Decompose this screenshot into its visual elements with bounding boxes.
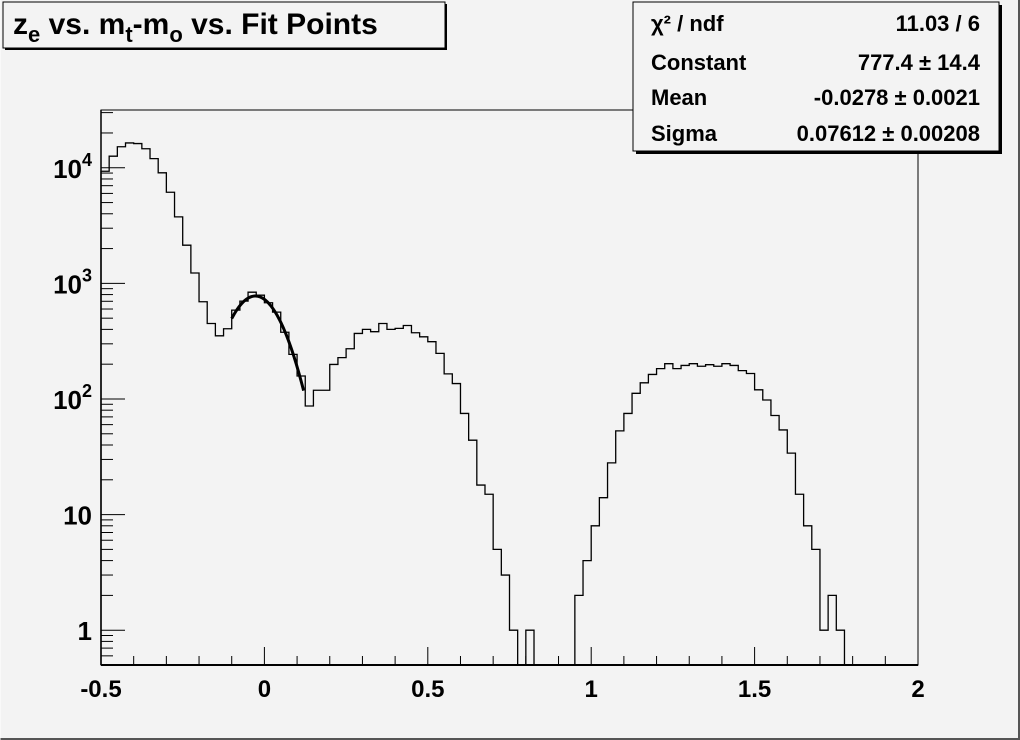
stats-value: 777.4 ± 14.4 (858, 50, 981, 75)
y-tick-label: 10 (63, 501, 92, 531)
title-subscript: t (125, 22, 133, 47)
y-tick-label: 102 (53, 381, 92, 415)
title-subscript: o (169, 22, 182, 47)
y-tick-label: 104 (53, 150, 92, 184)
title-subscript: e (28, 22, 40, 47)
y-tick-label: 103 (53, 265, 92, 299)
title-box: ze vs. mt-mo vs. Fit Points (2, 1, 447, 50)
stats-value: 0.07612 ± 0.00208 (797, 121, 980, 146)
y-tick-base: 10 (63, 501, 92, 531)
x-tick-label: 0.5 (411, 676, 444, 703)
histogram-line (100, 142, 918, 666)
stats-value: -0.0278 ± 0.0021 (814, 85, 980, 110)
title-text: vs. Fit Points (183, 8, 378, 41)
x-tick-label: 1.5 (738, 676, 771, 703)
y-tick-exponent: 4 (82, 150, 92, 170)
stats-box: χ² / ndf 11.03 / 6 Constant 777.4 ± 14.4 Mea… (632, 1, 1002, 154)
x-tick-label: 0 (258, 676, 271, 703)
x-tick-label: 2 (911, 676, 924, 703)
y-tick-base: 10 (53, 385, 82, 415)
chart-title: ze vs. mt-mo vs. Fit Points (13, 8, 378, 47)
y-tick-base: 10 (53, 269, 82, 299)
x-tick-label: -0.5 (80, 676, 121, 703)
stats-label: Mean (651, 85, 707, 110)
title-text: vs. m (40, 8, 125, 41)
gaussian-fit-curve (230, 294, 306, 392)
y-tick-exponent: 2 (82, 381, 92, 401)
title-text: z (13, 8, 28, 41)
y-tick-label: 1 (78, 616, 92, 646)
x-tick-label: 1 (585, 676, 598, 703)
y-tick-base: 1 (78, 616, 92, 646)
axis-ticks (100, 112, 919, 666)
stats-value: 11.03 / 6 (896, 11, 980, 36)
y-tick-exponent: 3 (82, 265, 92, 285)
stats-label: Constant (651, 50, 747, 75)
y-tick-base: 10 (53, 154, 82, 184)
title-text: -m (133, 8, 170, 41)
stats-label: Sigma (651, 121, 718, 146)
stats-label: χ² / ndf (651, 11, 724, 36)
